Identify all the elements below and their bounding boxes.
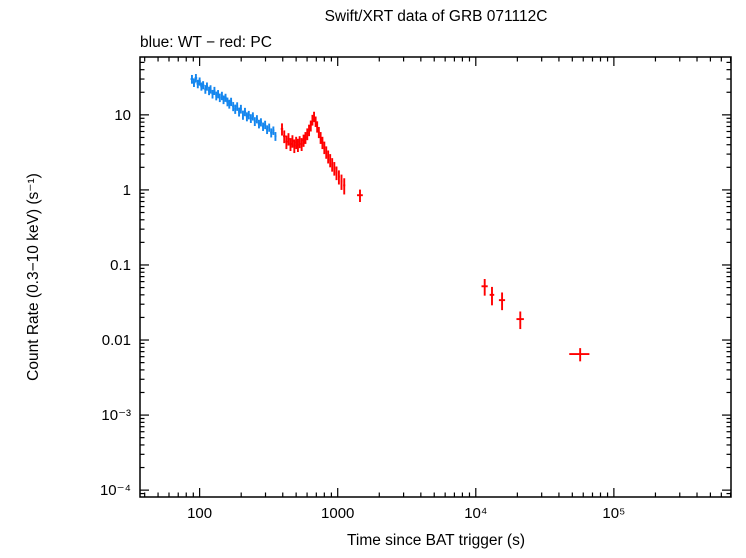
y-axis-label: Count Rate (0.3−10 keV) (s⁻¹) xyxy=(25,173,42,381)
y-tick-label: 1 xyxy=(123,182,131,199)
x-axis-label: Time since BAT trigger (s) xyxy=(347,532,525,549)
plot-area: 100 1000 10⁴ 10⁵ 10 1 0.1 0.01 10⁻³ 10⁻⁴ xyxy=(100,56,732,522)
plot-frame xyxy=(139,56,732,498)
x-tick-label: 100 xyxy=(187,505,212,522)
x-tick-label: 10⁴ xyxy=(464,505,487,522)
y-tick-label: 10⁻⁴ xyxy=(100,482,131,499)
y-tick-label: 10⁻³ xyxy=(101,407,131,424)
y-tick-label: 0.01 xyxy=(102,332,131,349)
x-tick-label: 10⁵ xyxy=(602,505,625,522)
chart-title: Swift/XRT data of GRB 071112C xyxy=(325,8,548,25)
y-tick-label: 10 xyxy=(114,107,131,124)
x-tick-label: 1000 xyxy=(321,505,354,522)
y-tick-label: 0.1 xyxy=(110,257,131,274)
chart-legend: blue: WT − red: PC xyxy=(140,34,272,51)
